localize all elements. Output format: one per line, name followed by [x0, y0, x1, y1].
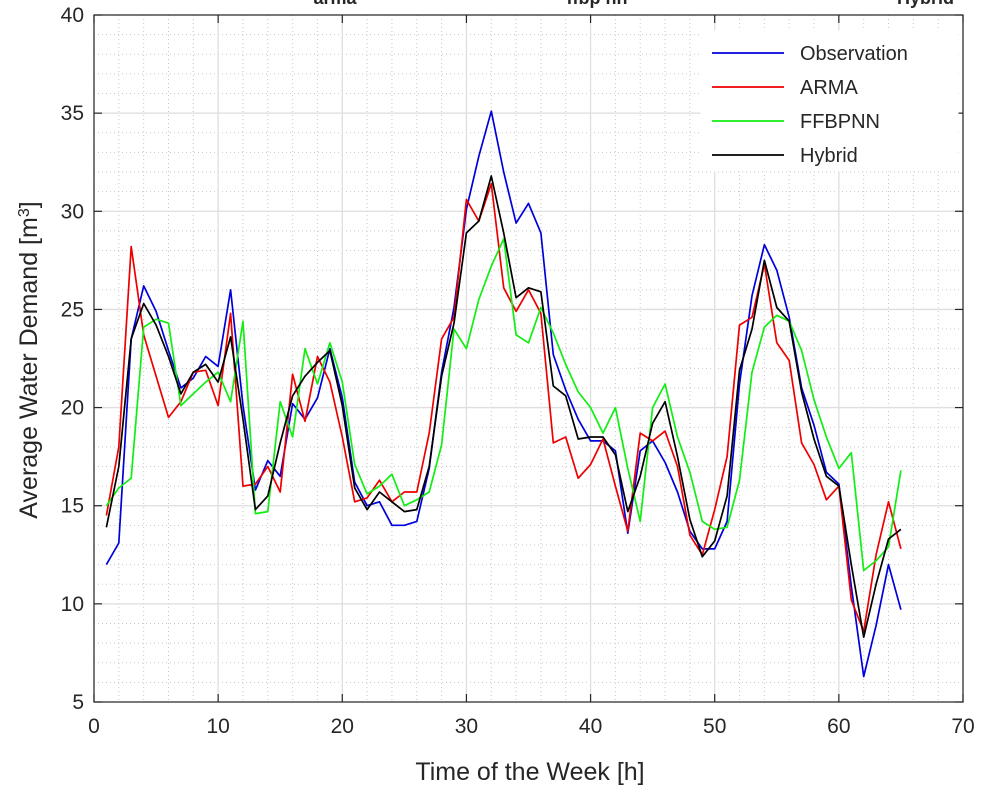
x-tick-label: 10 [206, 715, 229, 738]
x-tick-label: 20 [331, 715, 354, 738]
legend-label: ARMA [800, 77, 858, 99]
y-tick-label: 15 [61, 495, 84, 518]
y-tick-label: 35 [61, 102, 84, 125]
series-layer [105, 110, 902, 678]
top-labels: arma ffbp nn Hybrid [313, 0, 954, 8]
x-tick-label: 70 [951, 715, 974, 738]
y-tick-label: 30 [61, 200, 84, 223]
legend: Observation ARMA FFBPNN Hybrid [700, 30, 959, 172]
y-tick-label: 10 [61, 593, 84, 616]
series-line-arma [105, 182, 902, 633]
plot-frame [93, 14, 964, 703]
y-tick-label: 20 [61, 397, 84, 420]
y-tick-label: 25 [61, 298, 84, 321]
x-tick-label: 0 [88, 715, 100, 738]
series-line-ffbpnn [105, 237, 902, 572]
series-line-hybrid [105, 175, 902, 639]
legend-label: FFBPNN [800, 111, 880, 133]
minor-grid [94, 15, 963, 702]
top-label: Hybrid [897, 0, 954, 8]
x-axis-label: Time of the Week [h] [415, 758, 644, 786]
y-tick-label: 5 [72, 691, 84, 714]
top-label: ffbp nn [567, 0, 628, 8]
x-tick-label: 30 [455, 715, 478, 738]
legend-box [700, 30, 959, 172]
top-label: arma [313, 0, 357, 8]
axis-ticks: 0 10 20 30 40 50 60 70 5 10 15 20 25 30 35 40 [61, 4, 975, 738]
legend-label: Observation [800, 43, 908, 65]
legend-label: Hybrid [800, 145, 858, 167]
series-line-observation [105, 110, 902, 678]
y-tick-label: 40 [61, 4, 84, 27]
x-tick-label: 60 [827, 715, 850, 738]
x-tick-label: 40 [579, 715, 602, 738]
x-tick-label: 50 [703, 715, 726, 738]
y-axis-label: Average Water Demand [m3] [15, 201, 43, 518]
